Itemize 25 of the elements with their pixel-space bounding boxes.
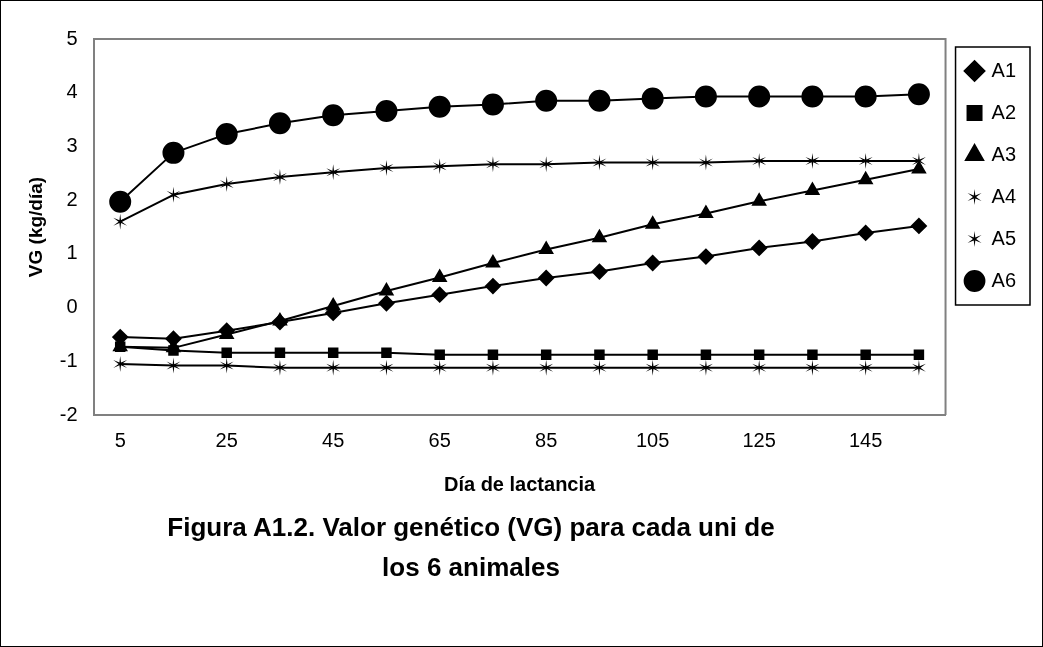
- text: Figura A1.2. Valor genético (VG) para cada uni de los 6 animales: [166, 511, 776, 584]
- x-tick-label: 45: [322, 428, 345, 451]
- y-tick-label: 1: [66, 241, 78, 264]
- y-tick-label: 5: [66, 26, 78, 49]
- x-tick-label: 25: [215, 428, 238, 451]
- legend-label: A6: [991, 268, 1017, 291]
- legend-label: A2: [991, 100, 1017, 123]
- legend-label: A4: [991, 184, 1017, 207]
- x-tick-label: 65: [428, 428, 451, 451]
- y-tick-label: 0: [66, 295, 78, 318]
- x-tick-label: 105: [635, 428, 670, 451]
- legend-label: A3: [991, 142, 1017, 165]
- y-tick-label: 2: [66, 187, 78, 210]
- x-axis-title: Día de lactancia: [443, 472, 597, 495]
- y-tick-label: -2: [59, 402, 78, 425]
- legend-label: A5: [991, 226, 1017, 249]
- y-tick-label: -1: [59, 348, 78, 371]
- x-tick-label: 145: [848, 428, 883, 451]
- y-axis-title: VG (kg/día): [24, 176, 46, 278]
- y-tick-label: 3: [66, 133, 78, 156]
- x-tick-label: 125: [742, 428, 776, 451]
- x-tick-label: 85: [535, 428, 558, 451]
- y-tick-label: 4: [66, 80, 78, 103]
- x-tick-label: 5: [114, 428, 126, 451]
- legend-label: A1: [991, 58, 1017, 81]
